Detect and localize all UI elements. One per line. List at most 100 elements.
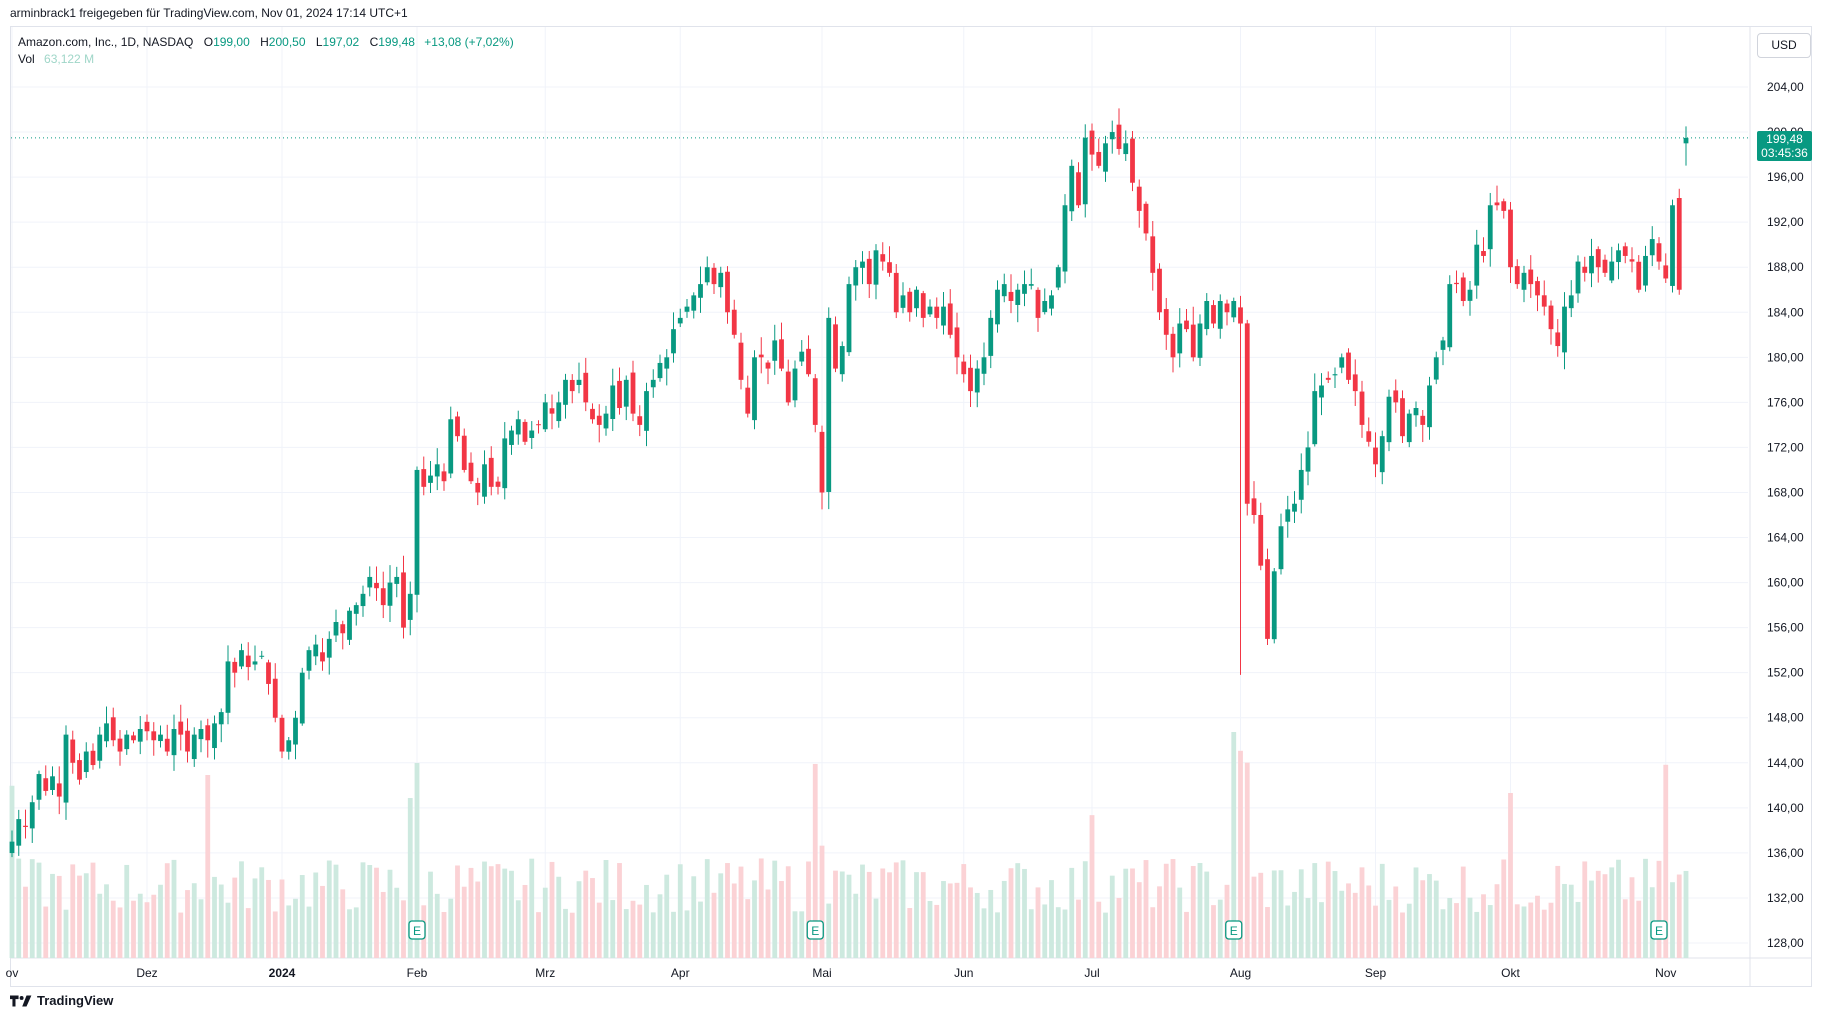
candle-body xyxy=(1575,261,1581,294)
volume-bar xyxy=(299,875,305,958)
candle-body xyxy=(583,372,589,403)
candle-body xyxy=(725,271,730,313)
candle-body xyxy=(738,342,744,380)
earnings-marker[interactable]: E xyxy=(806,920,824,940)
candle-body xyxy=(576,379,582,386)
candle-body xyxy=(785,371,791,403)
volume-label[interactable]: Vol xyxy=(18,52,35,66)
candle-body xyxy=(1224,303,1230,313)
candle-body xyxy=(1352,374,1358,392)
tradingview-brand[interactable]: TradingView xyxy=(10,993,113,1008)
volume-bar xyxy=(407,798,413,958)
candle-body xyxy=(43,778,49,791)
volume-bar xyxy=(968,887,973,958)
volume-bar xyxy=(475,881,481,958)
candle-body xyxy=(212,723,217,749)
volume-bar xyxy=(1022,868,1027,958)
symbol-title[interactable]: Amazon.com, Inc., 1D, NASDAQ xyxy=(18,35,194,49)
currency-button[interactable]: USD xyxy=(1757,33,1811,58)
volume-bar xyxy=(1447,898,1453,958)
candle-body xyxy=(887,262,892,273)
volume-bar xyxy=(1197,862,1203,958)
volume-bar xyxy=(63,909,69,958)
candle-body xyxy=(475,482,481,493)
candle-body xyxy=(1008,291,1014,301)
candle-body xyxy=(502,438,508,489)
candle-body xyxy=(313,644,319,657)
candle-body xyxy=(1271,571,1277,640)
candle-body xyxy=(536,424,541,426)
candle-body xyxy=(1197,323,1203,358)
candle-body xyxy=(1427,385,1432,428)
candle-body xyxy=(691,295,697,311)
candle-body xyxy=(833,324,838,369)
volume-bar xyxy=(941,881,946,958)
candle-body xyxy=(596,415,602,425)
volume-bar xyxy=(1541,909,1547,958)
volume-bar xyxy=(981,908,987,958)
candle-body xyxy=(1393,390,1399,403)
volume-bar xyxy=(826,903,832,958)
candle-body xyxy=(752,357,757,421)
volume-bar xyxy=(563,908,568,958)
volume-bar xyxy=(266,879,271,958)
candle-body xyxy=(1055,267,1061,288)
candle-body xyxy=(1103,143,1108,172)
candle-body xyxy=(1562,306,1567,353)
x-tick-label: Jun xyxy=(954,966,973,980)
volume-bar xyxy=(1589,880,1594,958)
volume-bar xyxy=(394,887,400,958)
volume-bar xyxy=(293,898,298,958)
candle-body xyxy=(367,576,373,588)
candle-body xyxy=(1541,295,1547,307)
candle-body xyxy=(1332,374,1338,376)
volume-bar xyxy=(29,859,35,958)
volume-bar xyxy=(1049,880,1054,958)
candle-body xyxy=(1265,559,1270,639)
volume-bar xyxy=(610,900,616,958)
volume-bar xyxy=(185,890,190,958)
volume-bar xyxy=(1190,865,1196,958)
candle-body xyxy=(961,361,967,375)
candle-body xyxy=(56,783,62,797)
candle-body xyxy=(1089,130,1095,155)
candle-body xyxy=(495,481,501,487)
volume-bar xyxy=(1109,875,1115,958)
volume-bar xyxy=(812,763,818,958)
y-tick-label: 148,00 xyxy=(1767,711,1804,725)
candle-body xyxy=(765,362,771,369)
volume-bar xyxy=(1298,869,1304,958)
volume-bar xyxy=(590,878,595,958)
candle-body xyxy=(718,272,724,288)
y-tick-label: 160,00 xyxy=(1767,576,1804,590)
volume-bar xyxy=(428,871,433,958)
candle-body xyxy=(974,368,980,393)
candle-body xyxy=(995,289,1000,325)
volume-bar xyxy=(1062,909,1068,958)
earnings-marker[interactable]: E xyxy=(408,920,426,940)
volume-bar xyxy=(441,911,447,958)
candle-body xyxy=(1123,143,1129,155)
volume-bar xyxy=(468,867,474,958)
volume-bar xyxy=(920,872,926,958)
earnings-marker-box xyxy=(1650,920,1668,940)
volume-bar xyxy=(1433,880,1439,958)
candle-body xyxy=(745,387,751,414)
volume-bar xyxy=(434,893,440,958)
change-value: +13,08 (+7,02%) xyxy=(424,35,514,49)
earnings-marker[interactable]: E xyxy=(1650,920,1668,940)
candle-body xyxy=(799,351,805,362)
volume-bar xyxy=(151,894,157,958)
volume-bar xyxy=(1042,904,1048,958)
volume-bar xyxy=(974,892,980,958)
volume-bar xyxy=(225,902,231,958)
candle-body xyxy=(1244,323,1250,504)
candle-body xyxy=(1211,305,1216,324)
volume-bar xyxy=(961,864,967,958)
candle-body xyxy=(630,372,636,414)
earnings-marker-box xyxy=(408,920,426,940)
earnings-marker[interactable]: E xyxy=(1225,920,1243,940)
volume-bar xyxy=(819,845,825,958)
candle-body xyxy=(306,650,312,671)
